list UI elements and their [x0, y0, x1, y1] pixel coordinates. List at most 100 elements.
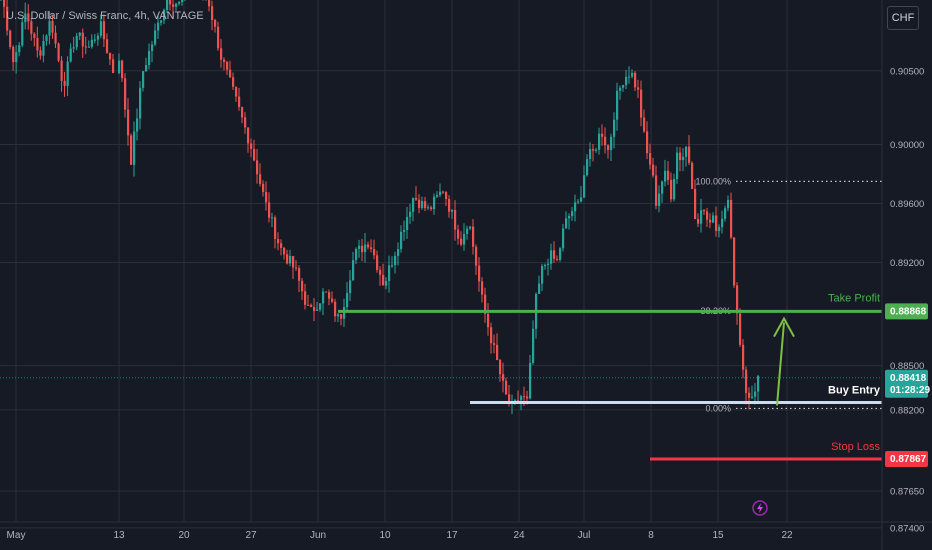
candle-down — [229, 69, 232, 78]
candle-down — [108, 52, 112, 60]
candle-down — [370, 247, 373, 250]
candle-up — [349, 280, 352, 294]
candle-down — [442, 191, 445, 193]
lightning-icon-ring — [752, 500, 768, 516]
candle-up — [754, 391, 757, 397]
candle-down — [505, 380, 508, 395]
candle-up — [271, 217, 274, 219]
candle-up — [391, 265, 394, 267]
candle-down — [523, 396, 526, 398]
candle-up — [682, 156, 685, 161]
candle-up — [700, 210, 703, 224]
candle-down — [331, 298, 334, 302]
candle-down — [649, 153, 652, 165]
candle-down — [697, 218, 700, 224]
currency-button[interactable]: CHF — [887, 6, 919, 30]
candle-up — [451, 210, 454, 212]
candle-down — [640, 89, 643, 118]
take-profit-price-tag-text: 0.88868 — [890, 306, 927, 317]
candle-up — [664, 170, 667, 182]
candle-up — [661, 181, 664, 194]
candle-up — [316, 309, 319, 311]
candle-down — [124, 78, 127, 110]
candle-up — [571, 211, 574, 217]
candle-down — [373, 249, 376, 256]
candle-down — [313, 306, 316, 311]
stop-loss-label: Stop Loss — [831, 441, 880, 453]
candle-down — [670, 179, 673, 200]
candlestick-series — [0, 0, 760, 415]
candle-down — [709, 219, 712, 223]
time-tick-label: 17 — [446, 530, 458, 541]
price-tick-label: 0.90500 — [890, 66, 924, 77]
candle-down — [259, 174, 262, 184]
candle-down — [607, 145, 610, 151]
candle-down — [637, 87, 640, 90]
candle-down — [105, 39, 109, 53]
price-tick-label: 0.89600 — [890, 199, 924, 210]
candle-up — [676, 152, 679, 180]
candle-down — [12, 46, 15, 63]
candle-up — [427, 207, 430, 209]
candle-up — [136, 118, 139, 132]
time-tick-label: 10 — [379, 530, 391, 541]
candle-up — [154, 30, 157, 45]
candle-down — [379, 269, 382, 275]
candle-up — [163, 9, 166, 21]
candle-down — [481, 281, 484, 295]
candle-down — [376, 255, 379, 270]
candle-down — [502, 374, 505, 381]
candle-up — [75, 35, 78, 48]
candle-down — [39, 50, 42, 56]
candle-down — [646, 131, 649, 154]
candle-down — [517, 400, 520, 402]
candle-up — [93, 39, 97, 41]
candle-up — [562, 228, 565, 249]
candle-up — [712, 215, 715, 223]
candle-up — [175, 3, 178, 7]
candle-down — [33, 33, 36, 38]
candle-up — [15, 52, 18, 63]
candle-up — [118, 60, 121, 74]
candle-down — [445, 192, 448, 200]
candle-up — [547, 263, 550, 265]
candle-down — [601, 133, 604, 137]
candle-up — [433, 196, 436, 210]
candle-up — [589, 149, 592, 160]
candle-down — [208, 0, 211, 7]
candle-down — [325, 291, 328, 293]
candle-up — [166, 0, 169, 10]
time-tick-label: 24 — [513, 530, 525, 541]
candle-down — [298, 268, 301, 281]
candle-up — [616, 90, 619, 120]
candle-up — [72, 47, 75, 49]
candle-down — [745, 369, 748, 393]
candle-down — [235, 86, 238, 97]
time-tick-label: 20 — [178, 530, 190, 541]
candle-down — [328, 292, 331, 299]
candle-up — [439, 191, 442, 196]
candle-up — [66, 61, 69, 86]
candle-down — [457, 229, 460, 239]
time-tick-label: 22 — [781, 530, 793, 541]
candle-down — [6, 6, 9, 31]
candle-up — [409, 211, 412, 217]
time-axis: May 13 20 27 Jun 10 17 24 Jul 8 15 22 — [0, 500, 932, 541]
candle-down — [220, 48, 223, 60]
candle-up — [45, 35, 48, 42]
price-tick-label: 0.87650 — [890, 487, 924, 498]
candle-down — [223, 59, 226, 62]
candle-down — [130, 135, 133, 165]
candle-down — [736, 285, 739, 314]
candle-up — [142, 71, 145, 88]
candle-up — [610, 136, 613, 151]
price-tick-label: 0.87400 — [890, 523, 924, 534]
candle-up — [550, 250, 553, 264]
candle-down — [508, 394, 511, 404]
candle-up — [469, 226, 472, 229]
current-price-tag-bg — [885, 369, 928, 398]
candle-down — [496, 344, 499, 361]
candle-down — [490, 327, 493, 344]
candle-up — [388, 265, 391, 281]
